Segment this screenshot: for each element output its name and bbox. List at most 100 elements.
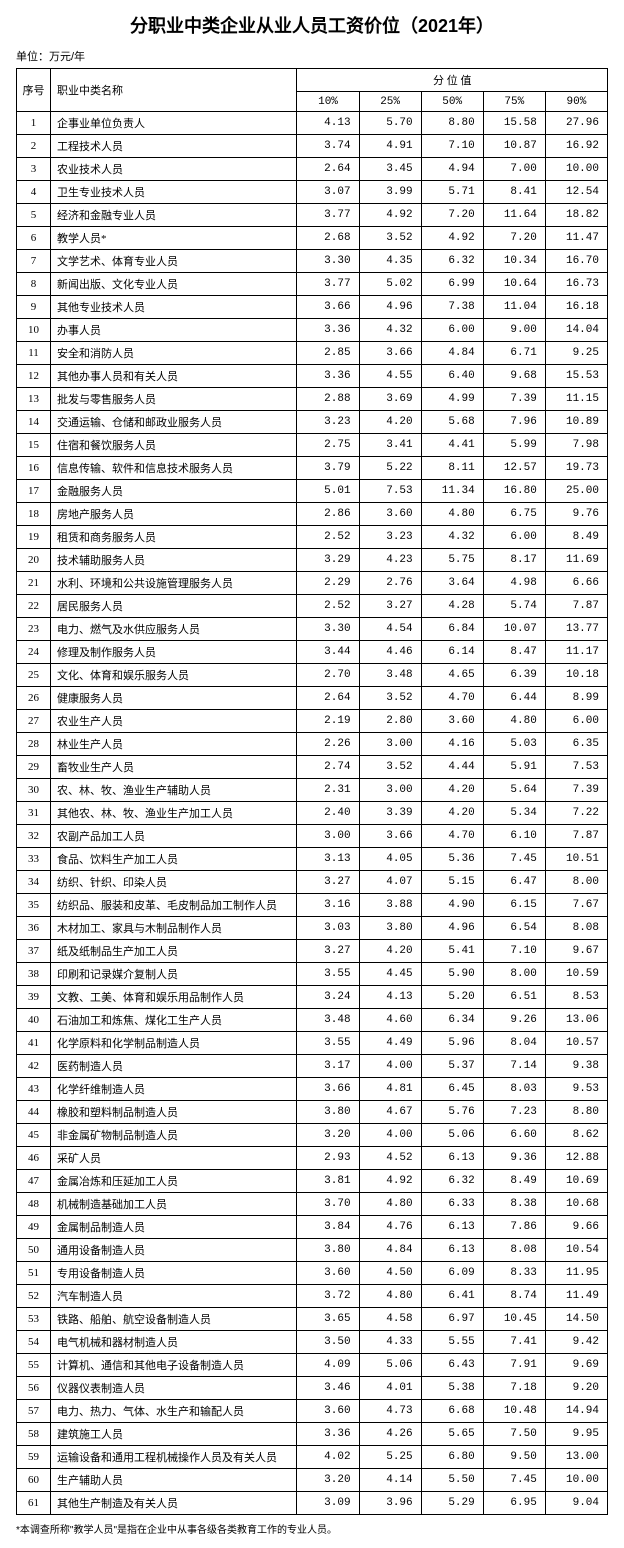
cell-p25: 4.67 [359,1101,421,1124]
table-row: 24修理及制作服务人员3.444.466.148.4711.17 [17,641,608,664]
cell-p90: 10.00 [545,1469,607,1492]
cell-seq: 13 [17,388,51,411]
cell-p90: 11.49 [545,1285,607,1308]
cell-name: 机械制造基础加工人员 [51,1193,297,1216]
table-row: 1企事业单位负责人4.135.708.8015.5827.96 [17,112,608,135]
cell-p25: 4.46 [359,641,421,664]
cell-p75: 10.07 [483,618,545,641]
cell-p10: 2.29 [297,572,359,595]
cell-p50: 11.34 [421,480,483,503]
cell-name: 其他农、林、牧、渔业生产加工人员 [51,802,297,825]
table-row: 61其他生产制造及有关人员3.093.965.296.959.04 [17,1492,608,1515]
cell-p90: 11.15 [545,388,607,411]
cell-name: 交通运输、仓储和邮政业服务人员 [51,411,297,434]
cell-p90: 16.73 [545,273,607,296]
cell-p50: 8.11 [421,457,483,480]
cell-p25: 4.96 [359,296,421,319]
cell-p50: 5.37 [421,1055,483,1078]
table-row: 46采矿人员2.934.526.139.3612.88 [17,1147,608,1170]
cell-name: 林业生产人员 [51,733,297,756]
cell-seq: 20 [17,549,51,572]
table-row: 59运输设备和通用工程机械操作人员及有关人员4.025.256.809.5013… [17,1446,608,1469]
cell-p50: 6.32 [421,1170,483,1193]
cell-p50: 6.43 [421,1354,483,1377]
cell-name: 文教、工美、体育和娱乐用品制作人员 [51,986,297,1009]
cell-name: 其他办事人员和有关人员 [51,365,297,388]
cell-seq: 19 [17,526,51,549]
cell-p25: 4.80 [359,1285,421,1308]
cell-name: 医药制造人员 [51,1055,297,1078]
table-row: 12其他办事人员和有关人员3.364.556.409.6815.53 [17,365,608,388]
cell-p25: 5.02 [359,273,421,296]
cell-p25: 3.88 [359,894,421,917]
cell-p25: 3.80 [359,917,421,940]
cell-p50: 4.90 [421,894,483,917]
cell-seq: 2 [17,135,51,158]
cell-p75: 8.41 [483,181,545,204]
cell-p10: 3.16 [297,894,359,917]
cell-p10: 2.74 [297,756,359,779]
cell-p75: 7.39 [483,388,545,411]
cell-p75: 7.20 [483,227,545,250]
table-row: 42医药制造人员3.174.005.377.149.38 [17,1055,608,1078]
cell-p50: 4.20 [421,779,483,802]
cell-seq: 22 [17,595,51,618]
cell-p90: 7.67 [545,894,607,917]
table-row: 43化学纤维制造人员3.664.816.458.039.53 [17,1078,608,1101]
cell-name: 修理及制作服务人员 [51,641,297,664]
cell-p50: 5.41 [421,940,483,963]
cell-name: 金融服务人员 [51,480,297,503]
cell-seq: 3 [17,158,51,181]
cell-p50: 4.96 [421,917,483,940]
cell-p50: 5.76 [421,1101,483,1124]
cell-p10: 2.70 [297,664,359,687]
cell-p25: 2.76 [359,572,421,595]
cell-p10: 3.79 [297,457,359,480]
cell-p10: 3.13 [297,848,359,871]
cell-p50: 4.32 [421,526,483,549]
cell-p10: 3.70 [297,1193,359,1216]
cell-p50: 8.80 [421,112,483,135]
cell-p90: 9.04 [545,1492,607,1515]
cell-p50: 5.36 [421,848,483,871]
table-row: 41化学原料和化学制品制造人员3.554.495.968.0410.57 [17,1032,608,1055]
cell-name: 租赁和商务服务人员 [51,526,297,549]
cell-p10: 2.64 [297,687,359,710]
cell-name: 计算机、通信和其他电子设备制造人员 [51,1354,297,1377]
cell-name: 专用设备制造人员 [51,1262,297,1285]
cell-p75: 7.96 [483,411,545,434]
cell-p25: 4.00 [359,1055,421,1078]
cell-p10: 3.20 [297,1124,359,1147]
header-seq: 序号 [17,69,51,112]
cell-p10: 2.19 [297,710,359,733]
cell-name: 农业生产人员 [51,710,297,733]
table-row: 17金融服务人员5.017.5311.3416.8025.00 [17,480,608,503]
cell-p75: 7.45 [483,1469,545,1492]
cell-p10: 2.52 [297,526,359,549]
table-row: 3农业技术人员2.643.454.947.0010.00 [17,158,608,181]
cell-p50: 5.50 [421,1469,483,1492]
cell-p25: 3.99 [359,181,421,204]
table-row: 19租赁和商务服务人员2.523.234.326.008.49 [17,526,608,549]
cell-p90: 9.69 [545,1354,607,1377]
cell-p75: 10.87 [483,135,545,158]
cell-p10: 3.66 [297,1078,359,1101]
cell-name: 房地产服务人员 [51,503,297,526]
cell-seq: 50 [17,1239,51,1262]
cell-p10: 3.60 [297,1262,359,1285]
cell-seq: 36 [17,917,51,940]
cell-p90: 12.54 [545,181,607,204]
table-row: 8新闻出版、文化专业人员3.775.026.9910.6416.73 [17,273,608,296]
cell-p50: 4.94 [421,158,483,181]
cell-p90: 19.73 [545,457,607,480]
cell-p25: 4.91 [359,135,421,158]
cell-seq: 25 [17,664,51,687]
cell-p90: 18.82 [545,204,607,227]
cell-p75: 6.51 [483,986,545,1009]
cell-p25: 3.00 [359,779,421,802]
header-p90: 90% [545,92,607,112]
cell-name: 建筑施工人员 [51,1423,297,1446]
cell-p75: 6.95 [483,1492,545,1515]
cell-p75: 9.36 [483,1147,545,1170]
cell-p25: 4.76 [359,1216,421,1239]
